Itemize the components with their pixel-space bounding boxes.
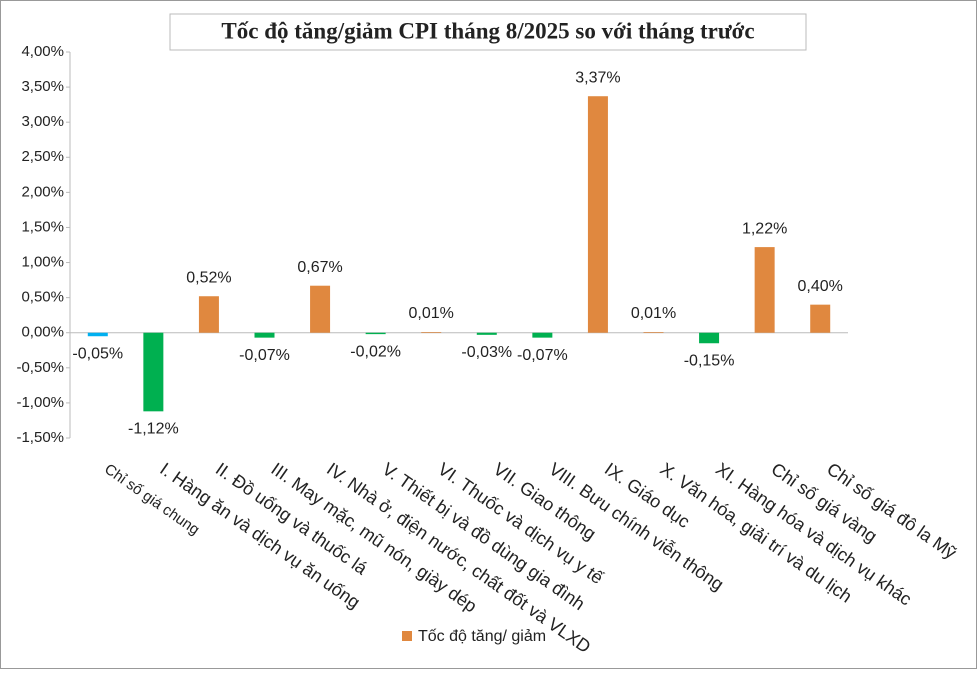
data-label: -0,05% bbox=[72, 345, 123, 362]
title-box bbox=[169, 13, 807, 51]
bar bbox=[254, 332, 275, 338]
y-tick-label: 1,50% bbox=[21, 218, 64, 235]
bar bbox=[198, 296, 219, 333]
y-tick-label: 4,00% bbox=[21, 43, 64, 60]
y-tick-label: 2,00% bbox=[21, 183, 64, 200]
bar bbox=[587, 96, 608, 333]
y-tick-label: 3,50% bbox=[21, 78, 64, 95]
y-tick-label: -1,00% bbox=[16, 394, 64, 411]
data-label: 0,01% bbox=[409, 305, 454, 322]
bar bbox=[699, 332, 720, 344]
y-tick-label: 0,50% bbox=[21, 289, 64, 306]
y-tick-label: 1,00% bbox=[21, 254, 64, 271]
data-label: -0,03% bbox=[461, 344, 512, 361]
y-tick-label: 2,50% bbox=[21, 148, 64, 165]
data-label: -0,07% bbox=[517, 347, 568, 364]
data-label: -0,15% bbox=[684, 352, 735, 369]
bar bbox=[87, 332, 108, 337]
data-label: -1,12% bbox=[128, 421, 179, 438]
data-label: 3,37% bbox=[575, 69, 620, 86]
bar bbox=[532, 332, 553, 338]
bar bbox=[365, 332, 386, 335]
y-tick-label: 0,00% bbox=[21, 324, 64, 341]
bar bbox=[310, 285, 331, 333]
data-label: -0,07% bbox=[239, 347, 290, 364]
bar bbox=[643, 332, 664, 333]
legend-swatch bbox=[402, 631, 412, 641]
bar bbox=[143, 332, 164, 412]
data-label: 0,01% bbox=[631, 305, 676, 322]
y-tick-label: -0,50% bbox=[16, 359, 64, 376]
data-label: -0,02% bbox=[350, 343, 401, 360]
legend-label: Tốc độ tăng/ giảm bbox=[418, 628, 546, 645]
y-tick-label: 3,00% bbox=[21, 113, 64, 130]
chart-title: Tốc độ tăng/giảm CPI tháng 8/2025 so với… bbox=[221, 18, 754, 43]
bar bbox=[421, 332, 442, 333]
bar bbox=[754, 247, 775, 333]
bar bbox=[476, 332, 497, 335]
data-label: 1,22% bbox=[742, 220, 787, 237]
data-label: 0,40% bbox=[798, 278, 843, 295]
data-label: 0,67% bbox=[297, 259, 342, 276]
y-tick-label: -1,50% bbox=[16, 429, 64, 446]
data-label: 0,52% bbox=[186, 269, 231, 286]
bar bbox=[810, 304, 831, 333]
